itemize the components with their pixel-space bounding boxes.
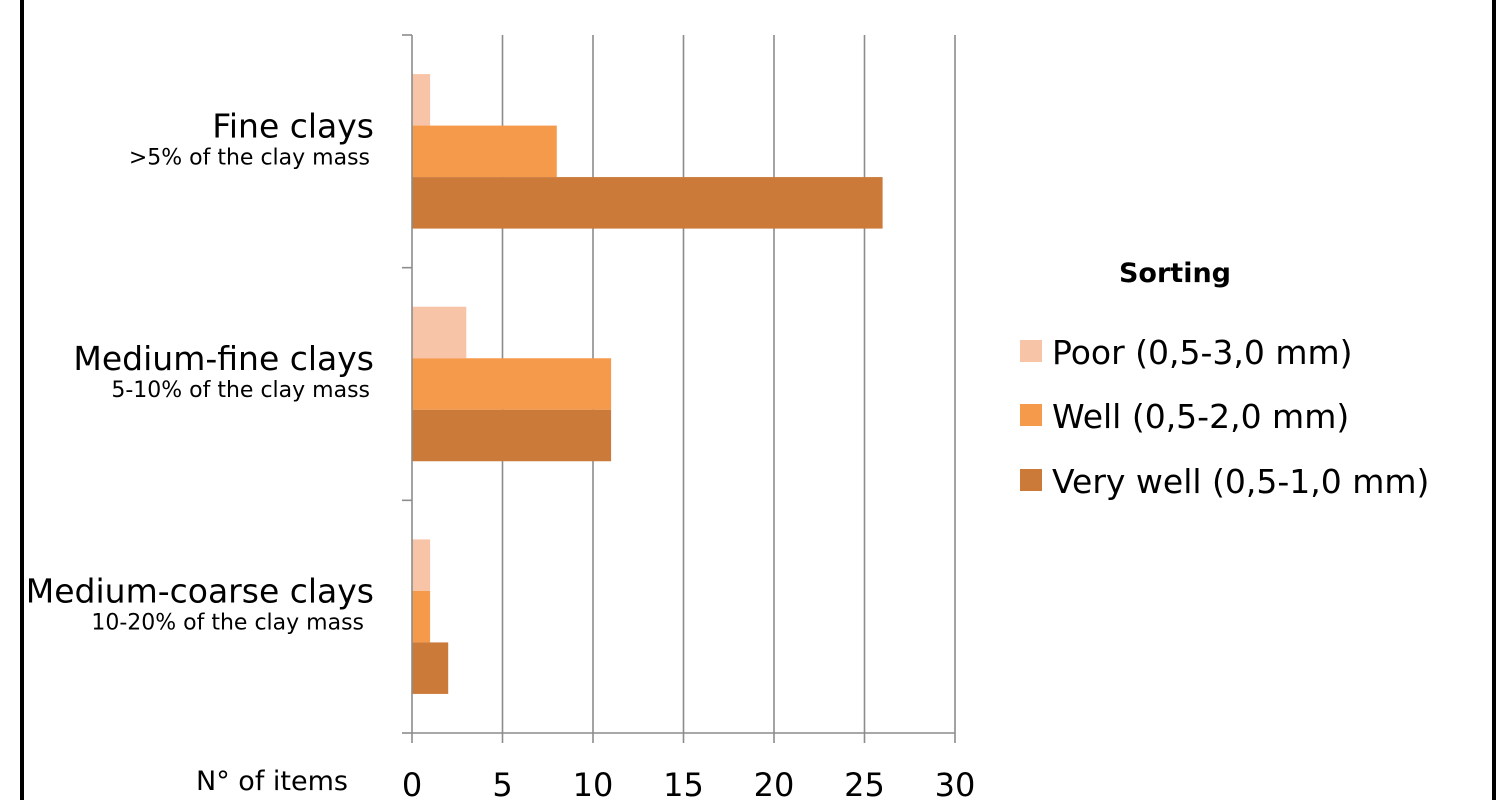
x-tick-label: 25: [844, 766, 885, 800]
category-label: Fine clays: [212, 106, 374, 145]
bar: [412, 125, 557, 178]
x-tick-label: 0: [402, 766, 422, 800]
legend-swatch: [1020, 404, 1042, 426]
x-tick-label: 10: [573, 766, 614, 800]
bar: [412, 642, 449, 694]
bar: [412, 177, 883, 229]
category-labels: Fine clays>5% of the clay mass Medium-fin…: [26, 106, 374, 635]
x-tick-label: 5: [492, 766, 512, 800]
legend-swatch: [1020, 469, 1042, 491]
bar: [412, 590, 431, 643]
bar: [412, 358, 612, 410]
bar: [412, 409, 612, 462]
x-tick-labels: 0 5 10 15 20 25 30: [402, 766, 976, 800]
legend-title: Sorting: [1119, 258, 1231, 289]
bar: [412, 306, 467, 359]
legend-swatch: [1020, 340, 1042, 362]
category-sublabel: 5-10% of the clay mass: [111, 378, 370, 403]
x-tick-label: 30: [935, 766, 976, 800]
category-label: Medium-coarse clays: [26, 572, 374, 611]
x-tick-label: 15: [663, 766, 704, 800]
category-label: Medium-fine clays: [73, 339, 374, 378]
category-sublabel: >5% of the clay mass: [129, 145, 370, 170]
legend: Poor (0,5-3,0 mm) Well (0,5-2,0 mm) Very w…: [1020, 333, 1429, 501]
x-tick-label: 20: [754, 766, 795, 800]
legend-label: Poor (0,5-3,0 mm): [1052, 333, 1353, 372]
x-axis-label: N° of items: [196, 766, 348, 797]
axes: [402, 34, 955, 734]
bars: [412, 74, 883, 694]
bar: [412, 539, 431, 591]
category-sublabel: 10-20% of the clay mass: [91, 611, 364, 636]
legend-label: Well (0,5-2,0 mm): [1052, 397, 1349, 436]
bar: [412, 74, 431, 126]
legend-label: Very well (0,5-1,0 mm): [1052, 462, 1429, 501]
